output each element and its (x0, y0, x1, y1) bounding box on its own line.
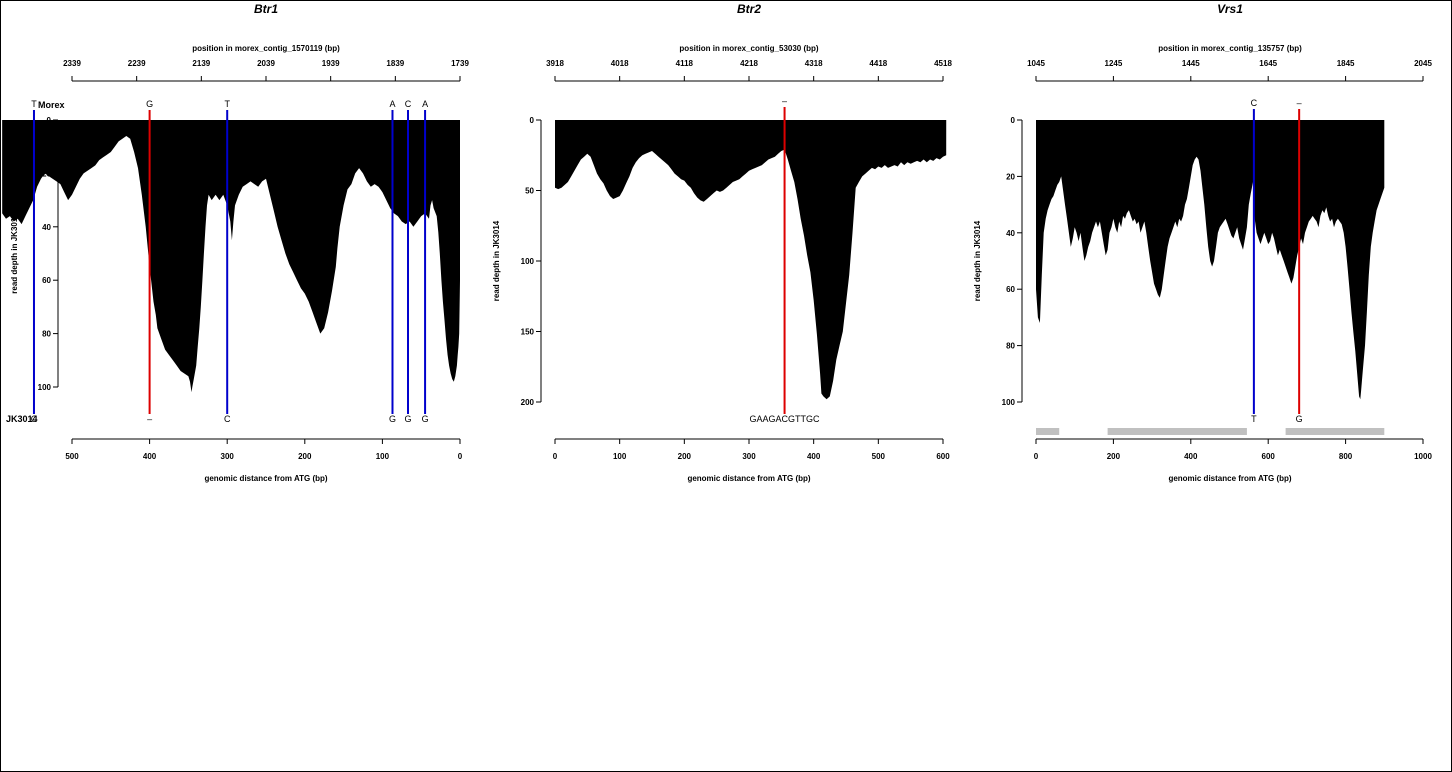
y-axis-tick-label: 20 (42, 169, 51, 178)
variant-top-label: T (31, 99, 37, 109)
row-label-morex: Morex (38, 100, 65, 110)
top-axis-tick-label: 4118 (676, 59, 694, 68)
bottom-axis-tick-label: 500 (872, 452, 886, 461)
y-axis-tick-label: 40 (42, 223, 51, 232)
variant-bottom-label: C (224, 414, 231, 424)
top-axis-tick-label: 4418 (869, 59, 887, 68)
bottom-axis-tick-label: 400 (1184, 452, 1198, 461)
variant-top-label: C (405, 99, 412, 109)
top-axis-tick-label: 1845 (1337, 59, 1355, 68)
bottom-axis-tick-label: 200 (1107, 452, 1121, 461)
top-axis-tick-label: 1445 (1182, 59, 1200, 68)
top-axis-tick-label: 2239 (128, 59, 146, 68)
bottom-axis-tick-label: 400 (143, 452, 157, 461)
y-axis-tick-label: 0 (47, 116, 52, 125)
top-axis-tick-label: 2039 (257, 59, 275, 68)
top-axis-tick-label: 3918 (546, 59, 564, 68)
bottom-axis-tick-label: 300 (742, 452, 756, 461)
y-axis-tick-label: 40 (1006, 229, 1015, 238)
top-axis-label: position in morex_contig_1570119 (bp) (192, 44, 340, 53)
bottom-axis-tick-label: 600 (1262, 452, 1276, 461)
y-axis-tick-label: 20 (1006, 172, 1015, 181)
bottom-axis-tick-label: 500 (65, 452, 79, 461)
top-axis-tick-label: 2139 (192, 59, 210, 68)
top-axis-tick-label: 2339 (63, 59, 81, 68)
y-axis-tick-label: 80 (42, 330, 51, 339)
y-axis-tick-label: 80 (1006, 342, 1015, 351)
y-axis-tick-label: 60 (42, 276, 51, 285)
variant-top-label: C (1251, 98, 1258, 108)
bottom-axis-tick-label: 100 (376, 452, 390, 461)
coverage-area (2, 120, 460, 393)
y-axis-tick-label: 100 (521, 257, 535, 266)
panel-title: Btr2 (737, 2, 761, 16)
bottom-axis-tick-label: 800 (1339, 452, 1353, 461)
panel-btr2: Btr2 position in morex_contig_53030 (bp) 3… (492, 2, 952, 483)
variant-top-label: A (389, 99, 395, 109)
x-axis-label: genomic distance from ATG (bp) (687, 474, 810, 483)
bottom-axis-tick-label: 0 (553, 452, 558, 461)
panel-btr1: Btr1 position in morex_contig_1570119 (bp… (2, 2, 469, 483)
top-axis-label: position in morex_contig_135757 (bp) (1158, 44, 1302, 53)
y-axis-label: read depth in JK3014 (10, 213, 19, 294)
y-axis-tick-label: 0 (530, 116, 535, 125)
variant-bottom-label: C (31, 414, 38, 424)
bottom-axis-tick-label: 0 (458, 452, 463, 461)
x-axis-label: genomic distance from ATG (bp) (204, 474, 327, 483)
bottom-axis-tick-label: 200 (678, 452, 692, 461)
bottom-axis-tick-label: 200 (298, 452, 312, 461)
coverage-area (555, 120, 947, 400)
bottom-axis-tick-label: 0 (1034, 452, 1039, 461)
panel-vrs1: Vrs1 position in morex_contig_135757 (bp)… (973, 2, 1432, 483)
top-axis-tick-label: 4218 (740, 59, 758, 68)
x-axis-label: genomic distance from ATG (bp) (1168, 474, 1291, 483)
feature-bar (1036, 428, 1060, 435)
y-axis-tick-label: 100 (1002, 398, 1016, 407)
y-axis-tick-label: 0 (1011, 116, 1016, 125)
variant-bottom-label: G (405, 414, 412, 424)
variant-top-label: – (1297, 98, 1302, 108)
top-axis-tick-label: 1739 (451, 59, 469, 68)
feature-bar (1107, 428, 1247, 435)
variant-bottom-label: T (1251, 414, 1257, 424)
y-axis-tick-label: 200 (521, 398, 535, 407)
y-axis-tick-label: 150 (521, 328, 535, 337)
y-axis-label: read depth in JK3014 (973, 220, 982, 301)
bottom-axis-tick-label: 300 (221, 452, 235, 461)
row-label-jk3014: JK3014 (6, 414, 38, 424)
y-axis-label: read depth in JK3014 (492, 220, 501, 301)
variant-top-label: T (224, 99, 230, 109)
variant-top-label: A (422, 99, 428, 109)
variant-bottom-label: G (422, 414, 429, 424)
variant-bottom-label: G (389, 414, 396, 424)
panel-title: Btr1 (254, 2, 278, 16)
top-axis-tick-label: 1045 (1027, 59, 1045, 68)
top-axis-tick-label: 1245 (1105, 59, 1123, 68)
top-axis-tick-label: 1645 (1259, 59, 1277, 68)
top-axis-tick-label: 4518 (934, 59, 952, 68)
variant-top-label: – (782, 96, 787, 106)
variant-bottom-label: G (1296, 414, 1303, 424)
y-axis-tick-label: 100 (38, 383, 52, 392)
top-axis-tick-label: 1839 (386, 59, 404, 68)
bottom-axis-tick-label: 600 (936, 452, 950, 461)
bottom-axis-tick-label: 1000 (1414, 452, 1432, 461)
y-axis-tick-label: 50 (525, 187, 534, 196)
y-axis-tick-label: 60 (1006, 285, 1015, 294)
panel-title: Vrs1 (1217, 2, 1243, 16)
feature-bar (1285, 428, 1385, 435)
top-axis-tick-label: 2045 (1414, 59, 1432, 68)
top-axis-label: position in morex_contig_53030 (bp) (679, 44, 818, 53)
top-axis-tick-label: 1939 (322, 59, 340, 68)
bottom-axis-tick-label: 100 (613, 452, 627, 461)
top-axis-tick-label: 4318 (805, 59, 823, 68)
variant-top-label: G (146, 99, 153, 109)
bottom-axis-tick-label: 400 (807, 452, 821, 461)
coverage-area (1036, 120, 1385, 400)
variant-bottom-label: – (147, 414, 152, 424)
top-axis-tick-label: 4018 (611, 59, 629, 68)
variant-bottom-label: GAAGACGTTGC (750, 414, 821, 424)
